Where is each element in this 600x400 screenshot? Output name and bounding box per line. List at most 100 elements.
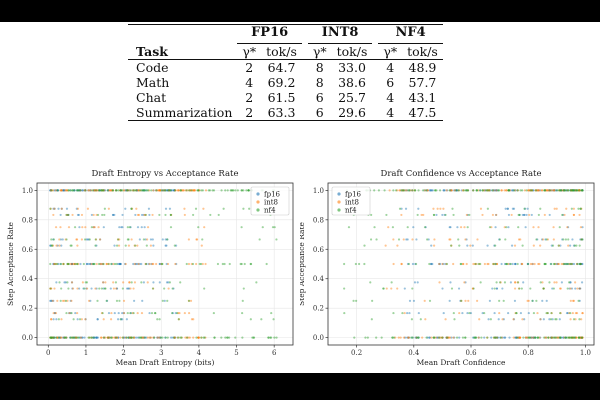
data-point bbox=[51, 299, 54, 302]
data-point bbox=[76, 244, 79, 247]
data-point bbox=[131, 311, 134, 315]
data-point bbox=[183, 207, 186, 210]
data-point bbox=[223, 262, 226, 266]
data-point bbox=[60, 318, 63, 321]
data-point bbox=[55, 244, 58, 247]
data-point bbox=[542, 318, 545, 321]
data-point bbox=[547, 336, 550, 339]
data-point bbox=[471, 287, 475, 290]
legend-marker-nf4 bbox=[256, 208, 260, 212]
data-point bbox=[92, 336, 95, 339]
data-point bbox=[415, 336, 418, 339]
data-point bbox=[197, 189, 200, 192]
data-point bbox=[409, 189, 412, 192]
data-point bbox=[460, 299, 463, 302]
data-point bbox=[579, 238, 582, 241]
data-point bbox=[107, 207, 110, 210]
data-point bbox=[159, 336, 162, 339]
data-point bbox=[174, 311, 177, 315]
data-point bbox=[115, 189, 118, 192]
data-point bbox=[516, 189, 520, 192]
data-point bbox=[464, 189, 468, 192]
data-point bbox=[121, 226, 124, 229]
data-point bbox=[535, 299, 538, 302]
data-point bbox=[573, 336, 576, 339]
data-point bbox=[580, 189, 584, 192]
data-point bbox=[165, 281, 169, 284]
data-point bbox=[526, 262, 530, 266]
data-point bbox=[447, 336, 450, 339]
data-point bbox=[50, 336, 54, 339]
data-point bbox=[52, 238, 55, 241]
data-point bbox=[503, 189, 506, 192]
data-point bbox=[407, 336, 410, 339]
data-point bbox=[87, 336, 91, 339]
data-point bbox=[573, 189, 577, 192]
data-point bbox=[201, 238, 204, 241]
data-point bbox=[161, 238, 164, 241]
results-table: FP16 INT8 NF4 Task γ* tok/s γ* tok/s γ* … bbox=[128, 24, 443, 121]
data-point bbox=[122, 311, 126, 315]
data-point bbox=[115, 299, 119, 302]
nf4-toks-cell: 43.1 bbox=[408, 90, 437, 105]
data-point bbox=[424, 226, 427, 229]
data-point bbox=[534, 336, 537, 339]
data-point bbox=[494, 262, 497, 266]
data-point bbox=[566, 311, 569, 315]
data-point bbox=[54, 262, 57, 266]
data-point bbox=[85, 287, 89, 290]
data-point bbox=[559, 189, 563, 192]
data-point bbox=[384, 244, 387, 247]
data-point bbox=[78, 336, 81, 339]
data-point bbox=[561, 213, 564, 217]
data-point bbox=[51, 244, 54, 247]
data-point bbox=[579, 262, 582, 266]
series-nf4 bbox=[49, 189, 278, 339]
data-point bbox=[168, 281, 172, 284]
data-point bbox=[572, 299, 576, 302]
data-point bbox=[107, 311, 111, 315]
data-point bbox=[240, 226, 243, 229]
data-point bbox=[163, 287, 166, 290]
data-point bbox=[559, 244, 562, 247]
data-point bbox=[195, 238, 198, 241]
data-point bbox=[552, 336, 555, 339]
data-point bbox=[432, 207, 435, 210]
data-point bbox=[75, 336, 78, 339]
data-point bbox=[395, 189, 398, 192]
data-point bbox=[569, 244, 572, 247]
data-point bbox=[343, 262, 346, 266]
data-point bbox=[385, 213, 388, 217]
data-point bbox=[495, 281, 498, 284]
data-point bbox=[484, 189, 487, 192]
data-point bbox=[78, 189, 81, 192]
data-point bbox=[456, 226, 459, 229]
data-point bbox=[500, 336, 503, 339]
data-point bbox=[580, 281, 584, 284]
data-point bbox=[179, 336, 182, 339]
data-point bbox=[546, 238, 550, 241]
data-point bbox=[578, 189, 581, 192]
data-point bbox=[580, 207, 583, 210]
data-point bbox=[145, 189, 149, 192]
data-point bbox=[258, 238, 261, 241]
data-point bbox=[442, 189, 445, 192]
data-point bbox=[570, 189, 573, 192]
data-point bbox=[112, 213, 115, 217]
data-point bbox=[50, 238, 53, 241]
data-point bbox=[370, 213, 373, 217]
data-point bbox=[414, 336, 417, 339]
data-point bbox=[110, 262, 113, 266]
data-point bbox=[423, 189, 427, 192]
data-point bbox=[551, 244, 555, 247]
data-point bbox=[61, 336, 65, 339]
data-point bbox=[544, 336, 548, 339]
data-point bbox=[411, 238, 414, 241]
data-point bbox=[202, 207, 205, 210]
data-point bbox=[69, 262, 72, 266]
data-point bbox=[117, 311, 120, 315]
data-point bbox=[53, 207, 56, 210]
data-point bbox=[59, 189, 62, 192]
data-point bbox=[541, 299, 544, 302]
data-point bbox=[50, 189, 53, 192]
